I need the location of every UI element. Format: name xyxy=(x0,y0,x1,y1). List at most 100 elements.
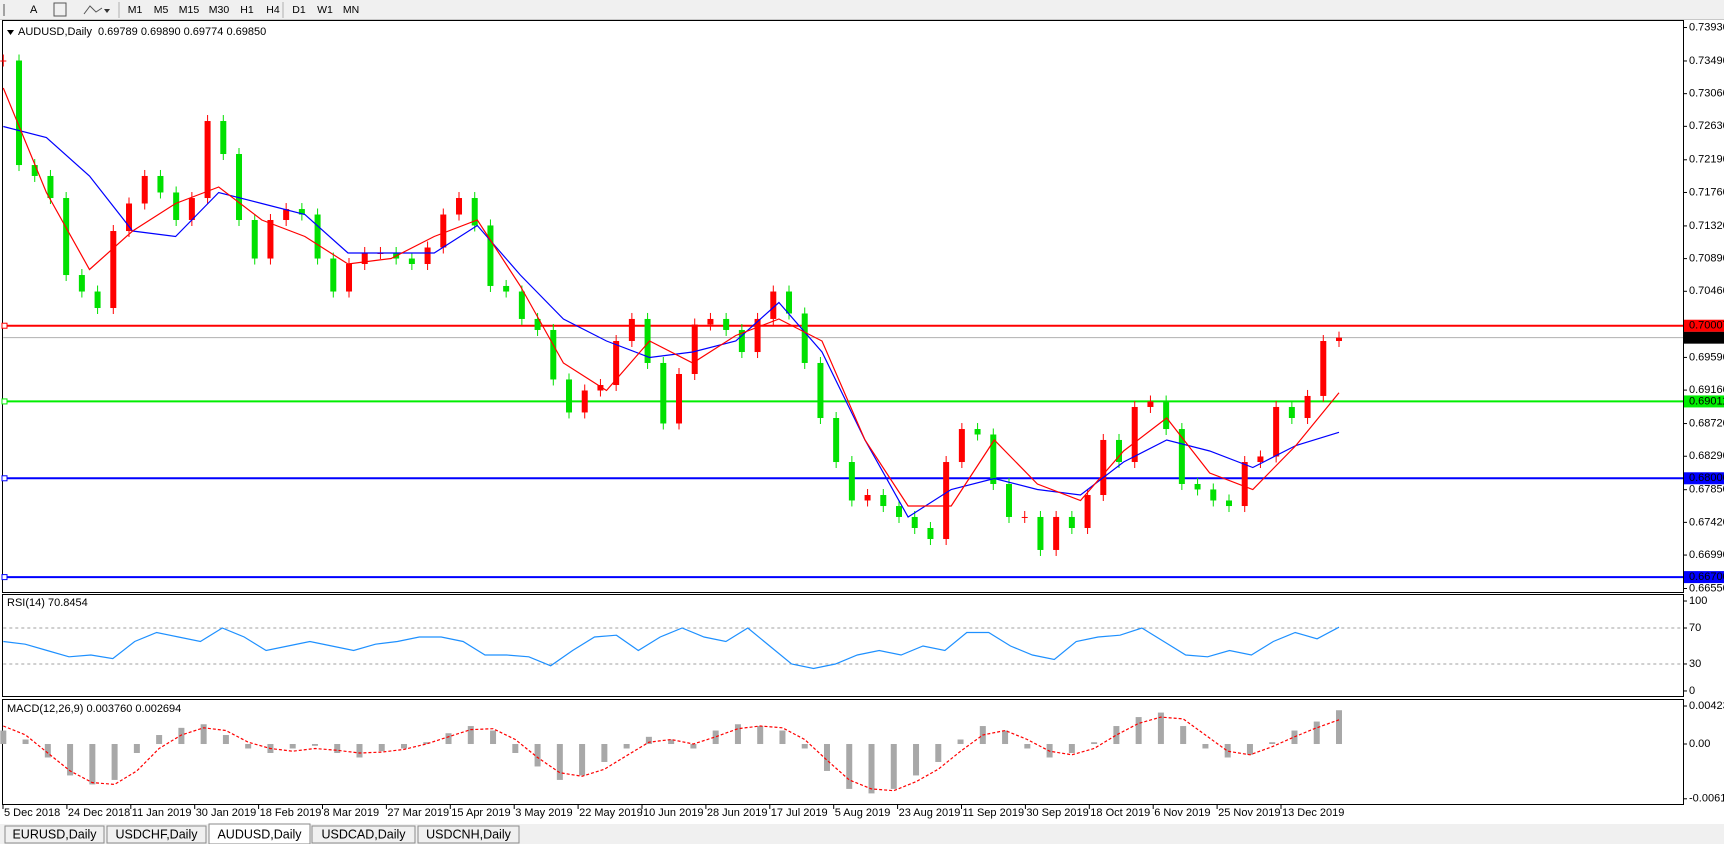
histogram-bar xyxy=(356,744,363,758)
symbol-tab[interactable] xyxy=(106,825,207,844)
tab-label[interactable]: AUDUSD,Daily xyxy=(217,827,302,841)
rsi-panel-frame xyxy=(2,594,1684,697)
candle-body xyxy=(1194,483,1201,490)
x-tick-label: 11 Sep 2019 xyxy=(963,807,1025,819)
x-tick-label: 28 Jun 2019 xyxy=(707,807,768,819)
candle-body xyxy=(597,385,604,391)
histogram-bar xyxy=(1180,726,1187,745)
period-button[interactable]: H4 xyxy=(266,4,280,16)
period-button[interactable]: M15 xyxy=(179,4,200,16)
ohlc-text: 0.69789 0.69890 0.69774 0.69850 xyxy=(98,26,266,38)
candle-body xyxy=(754,318,761,353)
histogram-bar xyxy=(467,726,474,745)
period-button[interactable]: MN xyxy=(343,4,359,16)
histogram-bar xyxy=(133,744,140,753)
level-label: 0.70007 xyxy=(1689,320,1724,332)
text-tool-icon[interactable]: A xyxy=(30,4,38,16)
candle-body xyxy=(188,198,195,220)
histogram-bar xyxy=(690,744,697,749)
candle-body xyxy=(628,318,635,342)
candle-body xyxy=(927,527,934,540)
candle-body xyxy=(314,214,321,259)
drawing-tools[interactable]: A xyxy=(3,2,110,17)
macd-title: MACD(12,26,9) 0.003760 0.002694 xyxy=(7,703,181,715)
candle-body xyxy=(173,192,180,220)
tab-label[interactable]: EURUSD,Daily xyxy=(12,827,97,841)
period-button[interactable]: M1 xyxy=(128,4,143,16)
period-button[interactable]: D1 xyxy=(292,4,306,16)
x-tick-label: 13 Dec 2019 xyxy=(1282,807,1344,819)
x-tick-label: 24 Dec 2018 xyxy=(68,807,130,819)
histogram-bar xyxy=(222,735,229,745)
symbol-tab[interactable] xyxy=(208,823,311,844)
x-tick-label: 23 Aug 2019 xyxy=(899,807,961,819)
candle-body xyxy=(990,434,997,484)
candle-body xyxy=(31,165,38,176)
candle-body xyxy=(1068,516,1075,528)
level-anchor[interactable] xyxy=(1,574,8,581)
histogram-bar xyxy=(846,744,853,789)
candle-body xyxy=(1100,439,1107,496)
symbol-tab[interactable] xyxy=(417,825,520,844)
x-tick-label: 11 Jan 2019 xyxy=(132,807,192,819)
histogram-bar xyxy=(0,730,7,745)
symbol-menu-arrow[interactable] xyxy=(7,30,14,35)
histogram-bar xyxy=(1269,742,1276,745)
y-tick-label: 30 xyxy=(1689,658,1701,670)
candle-body xyxy=(550,329,557,380)
tab-label[interactable]: USDCHF,Daily xyxy=(116,827,199,841)
x-tick-label: 22 May 2019 xyxy=(579,807,643,819)
histogram-bar xyxy=(712,730,719,745)
histogram-bar xyxy=(734,724,741,745)
period-button[interactable]: W1 xyxy=(317,4,333,16)
candle-body xyxy=(346,264,353,292)
histogram-bar xyxy=(311,744,318,746)
histogram-bar xyxy=(935,744,942,762)
candle-body xyxy=(251,219,258,259)
symbol-tab[interactable] xyxy=(311,825,416,844)
candle-body xyxy=(896,506,903,517)
candle-body xyxy=(503,285,510,292)
candle-body xyxy=(220,121,227,155)
symbol-tab[interactable] xyxy=(4,825,105,844)
chart-area xyxy=(0,20,1724,824)
candle-body xyxy=(456,198,463,215)
histogram-bar xyxy=(156,735,163,745)
candle-body xyxy=(676,373,683,424)
tab-label[interactable]: USDCAD,Daily xyxy=(321,827,406,841)
candle-body xyxy=(1116,439,1123,463)
period-button[interactable]: H1 xyxy=(240,4,254,16)
histogram-bar xyxy=(378,744,385,752)
candle-body xyxy=(1257,456,1264,463)
candle-body xyxy=(848,462,855,501)
histogram-bar xyxy=(334,744,341,753)
x-tick-label: 10 Jun 2019 xyxy=(643,807,704,819)
candle-body xyxy=(110,231,117,309)
period-button[interactable]: M30 xyxy=(209,4,230,16)
candle-body xyxy=(660,362,667,424)
candle-body xyxy=(864,495,871,501)
candle-body xyxy=(1006,483,1013,517)
candle-body xyxy=(0,60,7,62)
histogram-bar xyxy=(601,744,608,762)
level-anchor[interactable] xyxy=(1,475,8,482)
indicator-line xyxy=(2,87,1340,507)
histogram-bar xyxy=(445,733,452,745)
x-tick-label: 30 Jan 2019 xyxy=(196,807,257,819)
candle-body xyxy=(1178,429,1185,484)
x-tick-label: 30 Sep 2019 xyxy=(1026,807,1088,819)
level-anchor[interactable] xyxy=(1,322,8,329)
label-tool-icon[interactable] xyxy=(53,2,67,17)
x-tick-label: 5 Aug 2019 xyxy=(835,807,891,819)
shapes-tool-icon[interactable] xyxy=(83,5,103,15)
tab-label[interactable]: USDCNH,Daily xyxy=(426,827,511,841)
histogram-bar xyxy=(67,744,74,776)
dropdown-arrow[interactable] xyxy=(104,9,110,13)
period-button[interactable]: M5 xyxy=(154,4,169,16)
level-anchor[interactable] xyxy=(1,398,8,405)
